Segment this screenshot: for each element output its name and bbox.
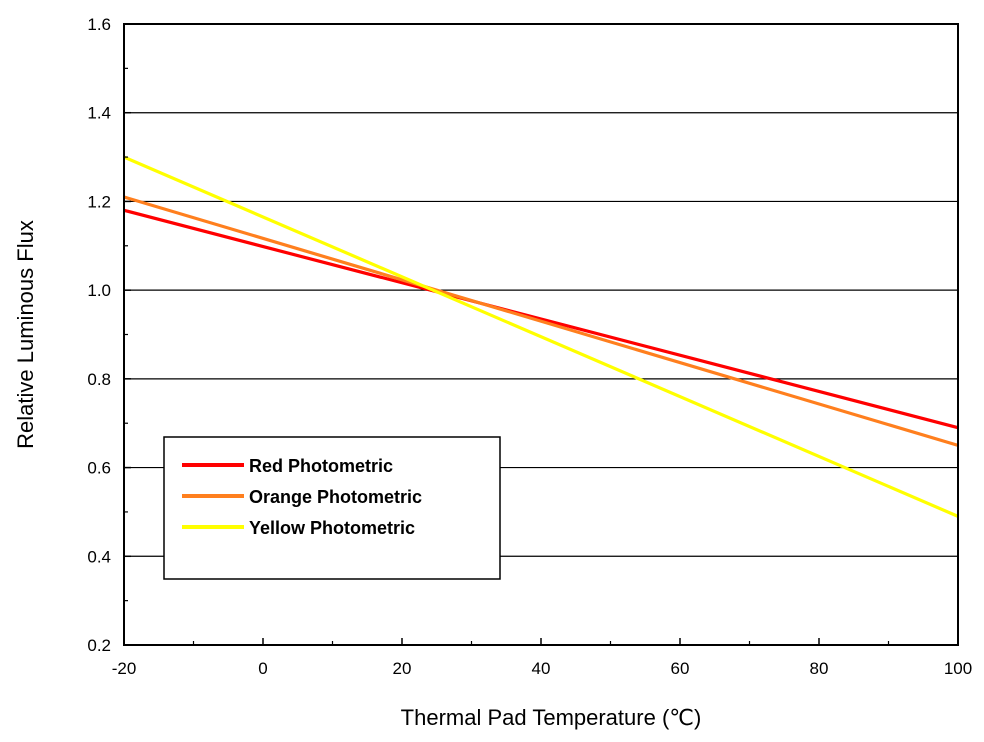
series-line-orange-photometric — [123, 195, 959, 447]
axis-ticks — [123, 23, 959, 646]
x-tick-label: 100 — [944, 659, 972, 678]
x-tick-label: -20 — [112, 659, 137, 678]
y-tick-label: 0.4 — [87, 547, 111, 566]
legend-label: Orange Photometric — [249, 487, 422, 507]
tick-labels: -20 0 20 40 60 80 100 0.2 0.4 0.6 0.8 1.0 1.2 1.4 1.6 — [87, 15, 972, 678]
legend-label: Yellow Photometric — [249, 518, 415, 538]
x-tick-label: 80 — [810, 659, 829, 678]
x-tick-label: 20 — [393, 659, 412, 678]
x-tick-label: 60 — [671, 659, 690, 678]
series-lines — [123, 155, 959, 518]
legend-item: Orange Photometric — [182, 487, 422, 507]
x-axis-title: Thermal Pad Temperature (℃) — [401, 705, 702, 730]
y-tick-label: 1.6 — [87, 15, 111, 34]
y-tick-label: 1.0 — [87, 281, 111, 300]
y-tick-label: 0.2 — [87, 636, 111, 655]
y-tick-label: 1.2 — [87, 192, 111, 211]
legend: Red Photometric Orange Photometric Yellow … — [163, 436, 501, 580]
y-tick-label: 0.6 — [87, 459, 111, 478]
legend-items: Red Photometric Orange Photometric Yellow … — [182, 456, 422, 538]
y-axis-title: Relative Luminous Flux — [13, 220, 38, 449]
series-line-yellow-photometric — [123, 155, 959, 518]
series-line-red-photometric — [123, 208, 959, 430]
legend-item: Red Photometric — [182, 456, 393, 476]
legend-box — [163, 436, 501, 580]
x-tick-label: 40 — [532, 659, 551, 678]
legend-item: Yellow Photometric — [182, 518, 415, 538]
y-tick-label: 1.4 — [87, 104, 111, 123]
y-tick-label: 0.8 — [87, 370, 111, 389]
legend-label: Red Photometric — [249, 456, 393, 476]
x-tick-label: 0 — [258, 659, 267, 678]
